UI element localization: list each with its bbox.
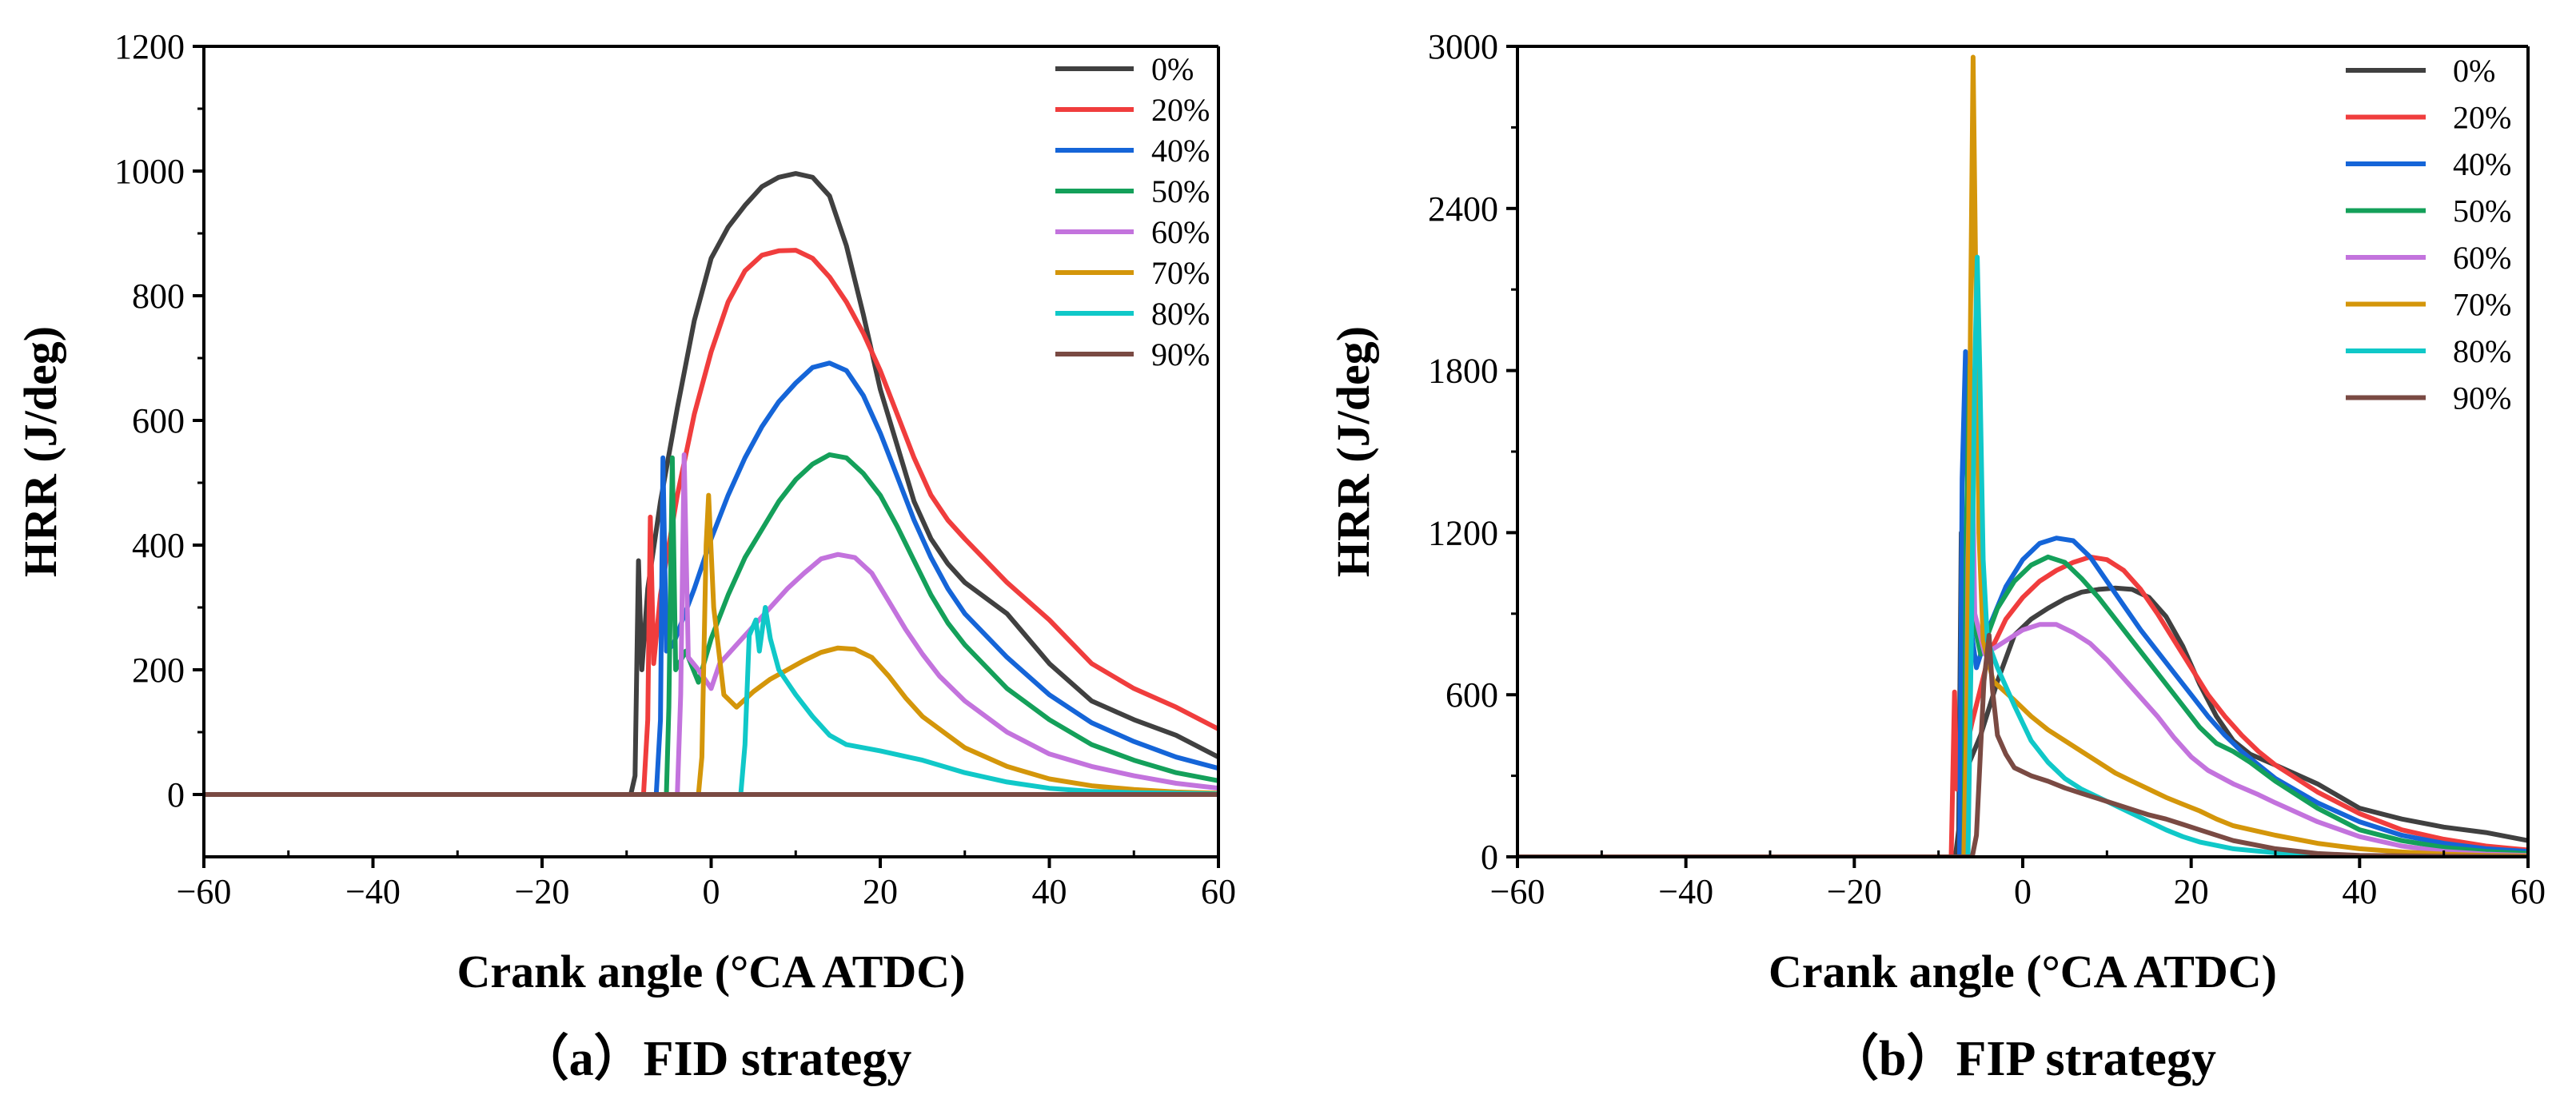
fip-y-tick-label-2400: 2400 <box>1428 189 1498 229</box>
fip-series-line-50 <box>1517 362 2528 857</box>
chart-fip: −60 −40 −20 0 20 40 6006001200180024003000Cran… <box>1327 27 2546 1086</box>
chart-fid: −60 −40 −20 0 20 40 60020040060080010001200Cra… <box>14 27 1236 1086</box>
fid-legend-label-50: 50% <box>1151 173 1210 209</box>
fid-legend-label-20: 20% <box>1151 92 1210 128</box>
fid-x-tick-label-0: 0 <box>703 872 720 911</box>
fip-y-tick-label-1200: 1200 <box>1428 513 1498 552</box>
fip-x-tick-label-0: 0 <box>2014 872 2032 911</box>
fid-legend-label-90: 90% <box>1151 336 1210 372</box>
fid-x-tick-label-60: 60 <box>1201 872 1236 911</box>
fip-x-axis-title: Crank angle (°CA ATDC) <box>1769 946 2277 998</box>
fip-x-tick-label-40: 40 <box>2342 872 2377 911</box>
fid-y-tick-label-600: 600 <box>132 401 185 440</box>
fid-legend-label-40: 40% <box>1151 133 1210 169</box>
fip-y-tick-label-600: 600 <box>1446 675 1498 715</box>
fip-x-tick-label-20: −20 <box>1827 872 1882 911</box>
fid-y-axis-title: HRR (J/deg) <box>14 326 66 577</box>
fip-legend-label-50: 50% <box>2453 193 2511 229</box>
fid-series-line-60 <box>204 452 1218 797</box>
fip-series-line-80 <box>1517 254 2528 857</box>
fid-caption: （a）FID strategy <box>520 1030 912 1086</box>
fip-y-tick-label-1800: 1800 <box>1428 352 1498 391</box>
fip-series-line-0 <box>1517 530 2528 857</box>
fip-legend-label-20: 20% <box>2453 100 2511 136</box>
fip-legend-label-70: 70% <box>2453 287 2511 323</box>
fip-caption: （b）FIP strategy <box>1829 1030 2216 1086</box>
fid-y-tick-label-1000: 1000 <box>114 152 185 191</box>
fip-x-tick-label-60: −60 <box>1490 872 1545 911</box>
fid-legend-label-80: 80% <box>1151 296 1210 332</box>
fid-legend-label-60: 60% <box>1151 214 1210 250</box>
fid-series-line-0 <box>204 171 1218 797</box>
fip-series-line-60 <box>1517 381 2528 857</box>
fid-x-tick-label-20: −20 <box>515 872 570 911</box>
fid-legend: 0% 20% 40% 50% 60% 70% 80% 90% <box>1055 51 1210 372</box>
fip-y-axis-title: HRR (J/deg) <box>1327 326 1379 577</box>
fid-series-line-70 <box>204 492 1218 797</box>
fip-x-tick-label-60: 60 <box>2510 872 2546 911</box>
fip-series-line-70 <box>1517 54 2528 857</box>
fid-y-tick-label-1200: 1200 <box>114 27 185 66</box>
fip-series-line-90 <box>1517 632 2528 857</box>
fid-x-tick-label-40: 40 <box>1032 872 1067 911</box>
fip-legend-label-60: 60% <box>2453 240 2511 276</box>
fid-y-tick-label-200: 200 <box>132 651 185 690</box>
fid-y-tick-label-0: 0 <box>167 775 185 814</box>
fid-series-group <box>204 171 1218 797</box>
fid-legend-label-0: 0% <box>1151 51 1194 87</box>
fip-legend-label-90: 90% <box>2453 380 2511 416</box>
fid-x-tick-label-20: 20 <box>863 872 898 911</box>
fid-x-tick-label-60: −60 <box>177 872 232 911</box>
fip-legend-label-80: 80% <box>2453 333 2511 369</box>
fip-series-line-40 <box>1517 348 2528 857</box>
fip-x-tick-label-40: −40 <box>1658 872 1713 911</box>
fid-y-tick-label-400: 400 <box>132 526 185 565</box>
fid-series-line-80 <box>204 605 1218 797</box>
fid-legend-label-70: 70% <box>1151 255 1210 291</box>
fid-x-tick-label-40: −40 <box>345 872 401 911</box>
fip-y-tick-label-3000: 3000 <box>1428 27 1498 66</box>
fip-legend: 0% 20% 40% 50% 60% 70% 80% 90% <box>2346 53 2511 416</box>
fip-y-tick-label-0: 0 <box>1481 838 1498 877</box>
fip-legend-label-0: 0% <box>2453 53 2495 89</box>
fid-y-tick-label-800: 800 <box>132 277 185 316</box>
fid-x-axis-title: Crank angle (°CA ATDC) <box>457 946 966 998</box>
fip-legend-label-40: 40% <box>2453 146 2511 182</box>
fip-series-group <box>1517 54 2528 857</box>
fip-x-tick-label-20: 20 <box>2174 872 2209 911</box>
